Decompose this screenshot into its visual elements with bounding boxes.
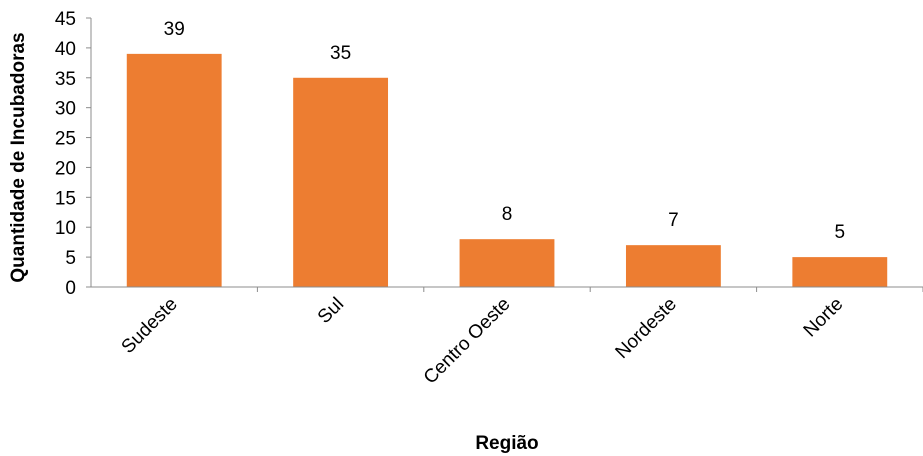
y-tick-label: 30 [55,99,76,120]
bar-sudeste [126,53,222,287]
y-tick-label: 15 [55,188,76,209]
x-category-label: Centro Oeste [420,294,515,389]
y-tick-label: 20 [55,158,76,179]
y-tick-label: 5 [65,248,76,269]
data-label: 5 [835,222,846,243]
data-label: 7 [668,210,679,231]
data-label: 8 [502,204,513,225]
x-category-label: Norte [800,294,848,342]
y-tick-label: 25 [55,129,76,150]
bar-group [126,53,888,288]
x-axis-title: Região [475,433,538,454]
data-label: 39 [164,19,185,40]
data-label-group: 39 35 8 7 5 [164,19,845,243]
bar-sul [293,77,389,288]
y-tick-label: 35 [55,69,76,90]
y-axis-title: Quantidade de Incubadoras [8,32,29,282]
y-tick-label: 40 [55,39,76,60]
y-tick-label: 45 [55,9,76,30]
data-label: 35 [330,43,351,64]
bar-nordeste [625,245,721,287]
x-axis-ticks: Sudeste Sul Centro Oeste Nordeste Norte [118,287,923,388]
y-tick-label: 10 [55,218,76,239]
bar-centro-oeste [459,239,555,287]
x-category-label: Sul [314,294,348,328]
y-axis-ticks: 0 5 10 15 20 25 30 35 40 45 [55,9,91,299]
x-category-label: Sudeste [118,294,182,358]
x-category-label: Nordeste [612,294,681,363]
y-tick-label: 0 [65,278,76,299]
bar-norte [792,257,888,287]
